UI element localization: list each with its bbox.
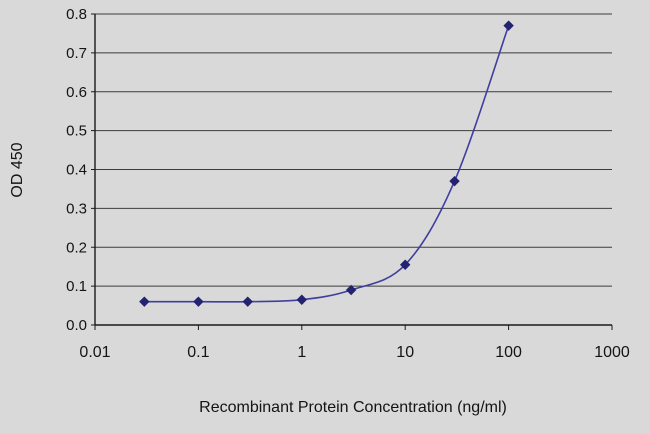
y-tick-label: 0.3 <box>66 200 87 217</box>
y-tick-label: 0.0 <box>66 317 87 334</box>
data-point-marker <box>193 296 204 307</box>
x-tick-label: 0.1 <box>187 344 209 361</box>
series-group <box>139 20 514 307</box>
x-axis-ticks: 0.01 0.1 1 10 100 1000 <box>79 325 630 361</box>
data-point-marker <box>296 294 308 305</box>
y-tick-label: 0.8 <box>66 6 87 23</box>
y-tick-label: 0.6 <box>66 84 87 101</box>
data-point-marker <box>449 175 460 187</box>
y-tick-label: 0.5 <box>66 123 87 140</box>
series-line <box>144 25 510 303</box>
data-point-marker <box>399 259 411 270</box>
x-tick-label: 0.01 <box>79 344 110 361</box>
x-tick-label: 10 <box>396 344 414 361</box>
data-point-marker <box>503 20 514 31</box>
gridlines <box>95 13 612 326</box>
x-axis-label: Recombinant Protein Concentration (ng/ml… <box>199 399 507 416</box>
data-point-marker <box>242 296 253 307</box>
y-tick-label: 0.1 <box>66 278 87 295</box>
y-axis-label: OD 450 <box>9 142 26 197</box>
x-tick-label: 100 <box>495 344 522 361</box>
x-tick-label: 1 <box>297 344 306 361</box>
data-point-marker <box>345 284 357 296</box>
y-tick-label: 0.4 <box>66 162 87 179</box>
data-point-marker <box>139 296 150 307</box>
y-tick-label: 0.7 <box>66 45 87 62</box>
y-tick-label: 0.2 <box>66 239 87 256</box>
y-axis-ticks: 0.0 0.1 0.2 0.3 0.4 0.5 0.6 0.7 0.8 <box>66 6 95 334</box>
x-tick-label: 1000 <box>594 344 630 361</box>
